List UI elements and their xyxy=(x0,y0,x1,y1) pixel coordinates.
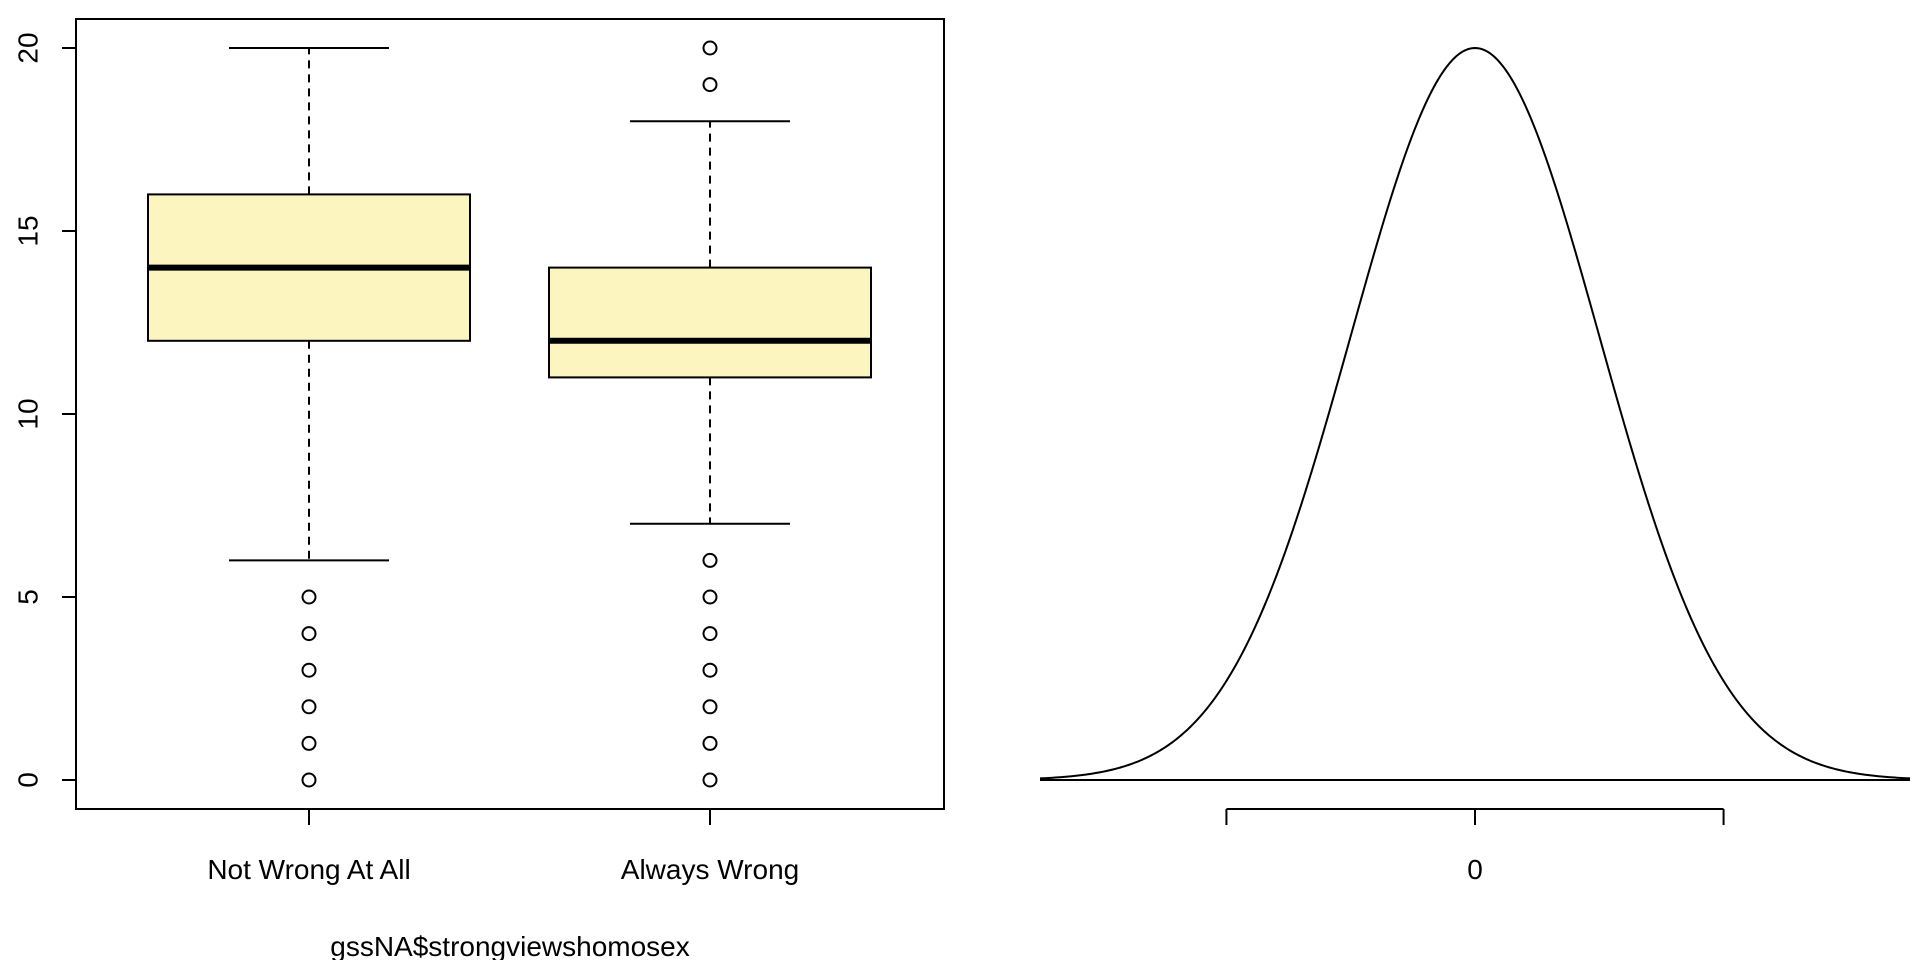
y-tick-label: 20 xyxy=(12,32,43,63)
box-0 xyxy=(147,47,471,788)
y-tick-label: 0 xyxy=(12,772,43,788)
box-1 xyxy=(548,40,872,788)
y-tick-label: 15 xyxy=(12,215,43,246)
boxplot-frame xyxy=(75,18,945,810)
boxplot-x-axis-title: gssNA$strongviewshomosex xyxy=(330,931,690,960)
outlier-point xyxy=(301,699,317,715)
density-curve xyxy=(1039,46,1911,780)
density-curve-group xyxy=(1039,46,1911,781)
boxplot-panel: 0 5 10 15 20 Not Wrong At All Always Wrong gs… xyxy=(12,18,945,960)
x-tick-label: Always Wrong xyxy=(621,854,799,885)
outlier-point xyxy=(301,589,317,605)
density-x-axis: 0 xyxy=(1225,808,1725,885)
y-tick-label: 10 xyxy=(12,398,43,429)
outlier-point xyxy=(702,77,718,93)
outlier-point xyxy=(702,626,718,642)
outlier-point xyxy=(702,662,718,678)
boxplot-x-axis: Not Wrong At All Always Wrong xyxy=(207,809,799,885)
boxplot-boxes xyxy=(147,40,872,788)
x-tick-label: 0 xyxy=(1467,854,1483,885)
iqr-box xyxy=(548,266,872,379)
outlier-point xyxy=(301,772,317,788)
outlier-point xyxy=(301,735,317,751)
outlier-point xyxy=(301,662,317,678)
outlier-point xyxy=(702,552,718,568)
outlier-point xyxy=(702,40,718,56)
outlier-point xyxy=(702,735,718,751)
outlier-point xyxy=(702,589,718,605)
outlier-point xyxy=(301,626,317,642)
x-tick-label: Not Wrong At All xyxy=(207,854,410,885)
outlier-point xyxy=(702,699,718,715)
y-tick-label: 5 xyxy=(12,589,43,605)
boxplot-y-axis: 0 5 10 15 20 xyxy=(12,32,77,788)
outlier-point xyxy=(702,772,718,788)
density-panel: 0 xyxy=(1039,46,1911,885)
